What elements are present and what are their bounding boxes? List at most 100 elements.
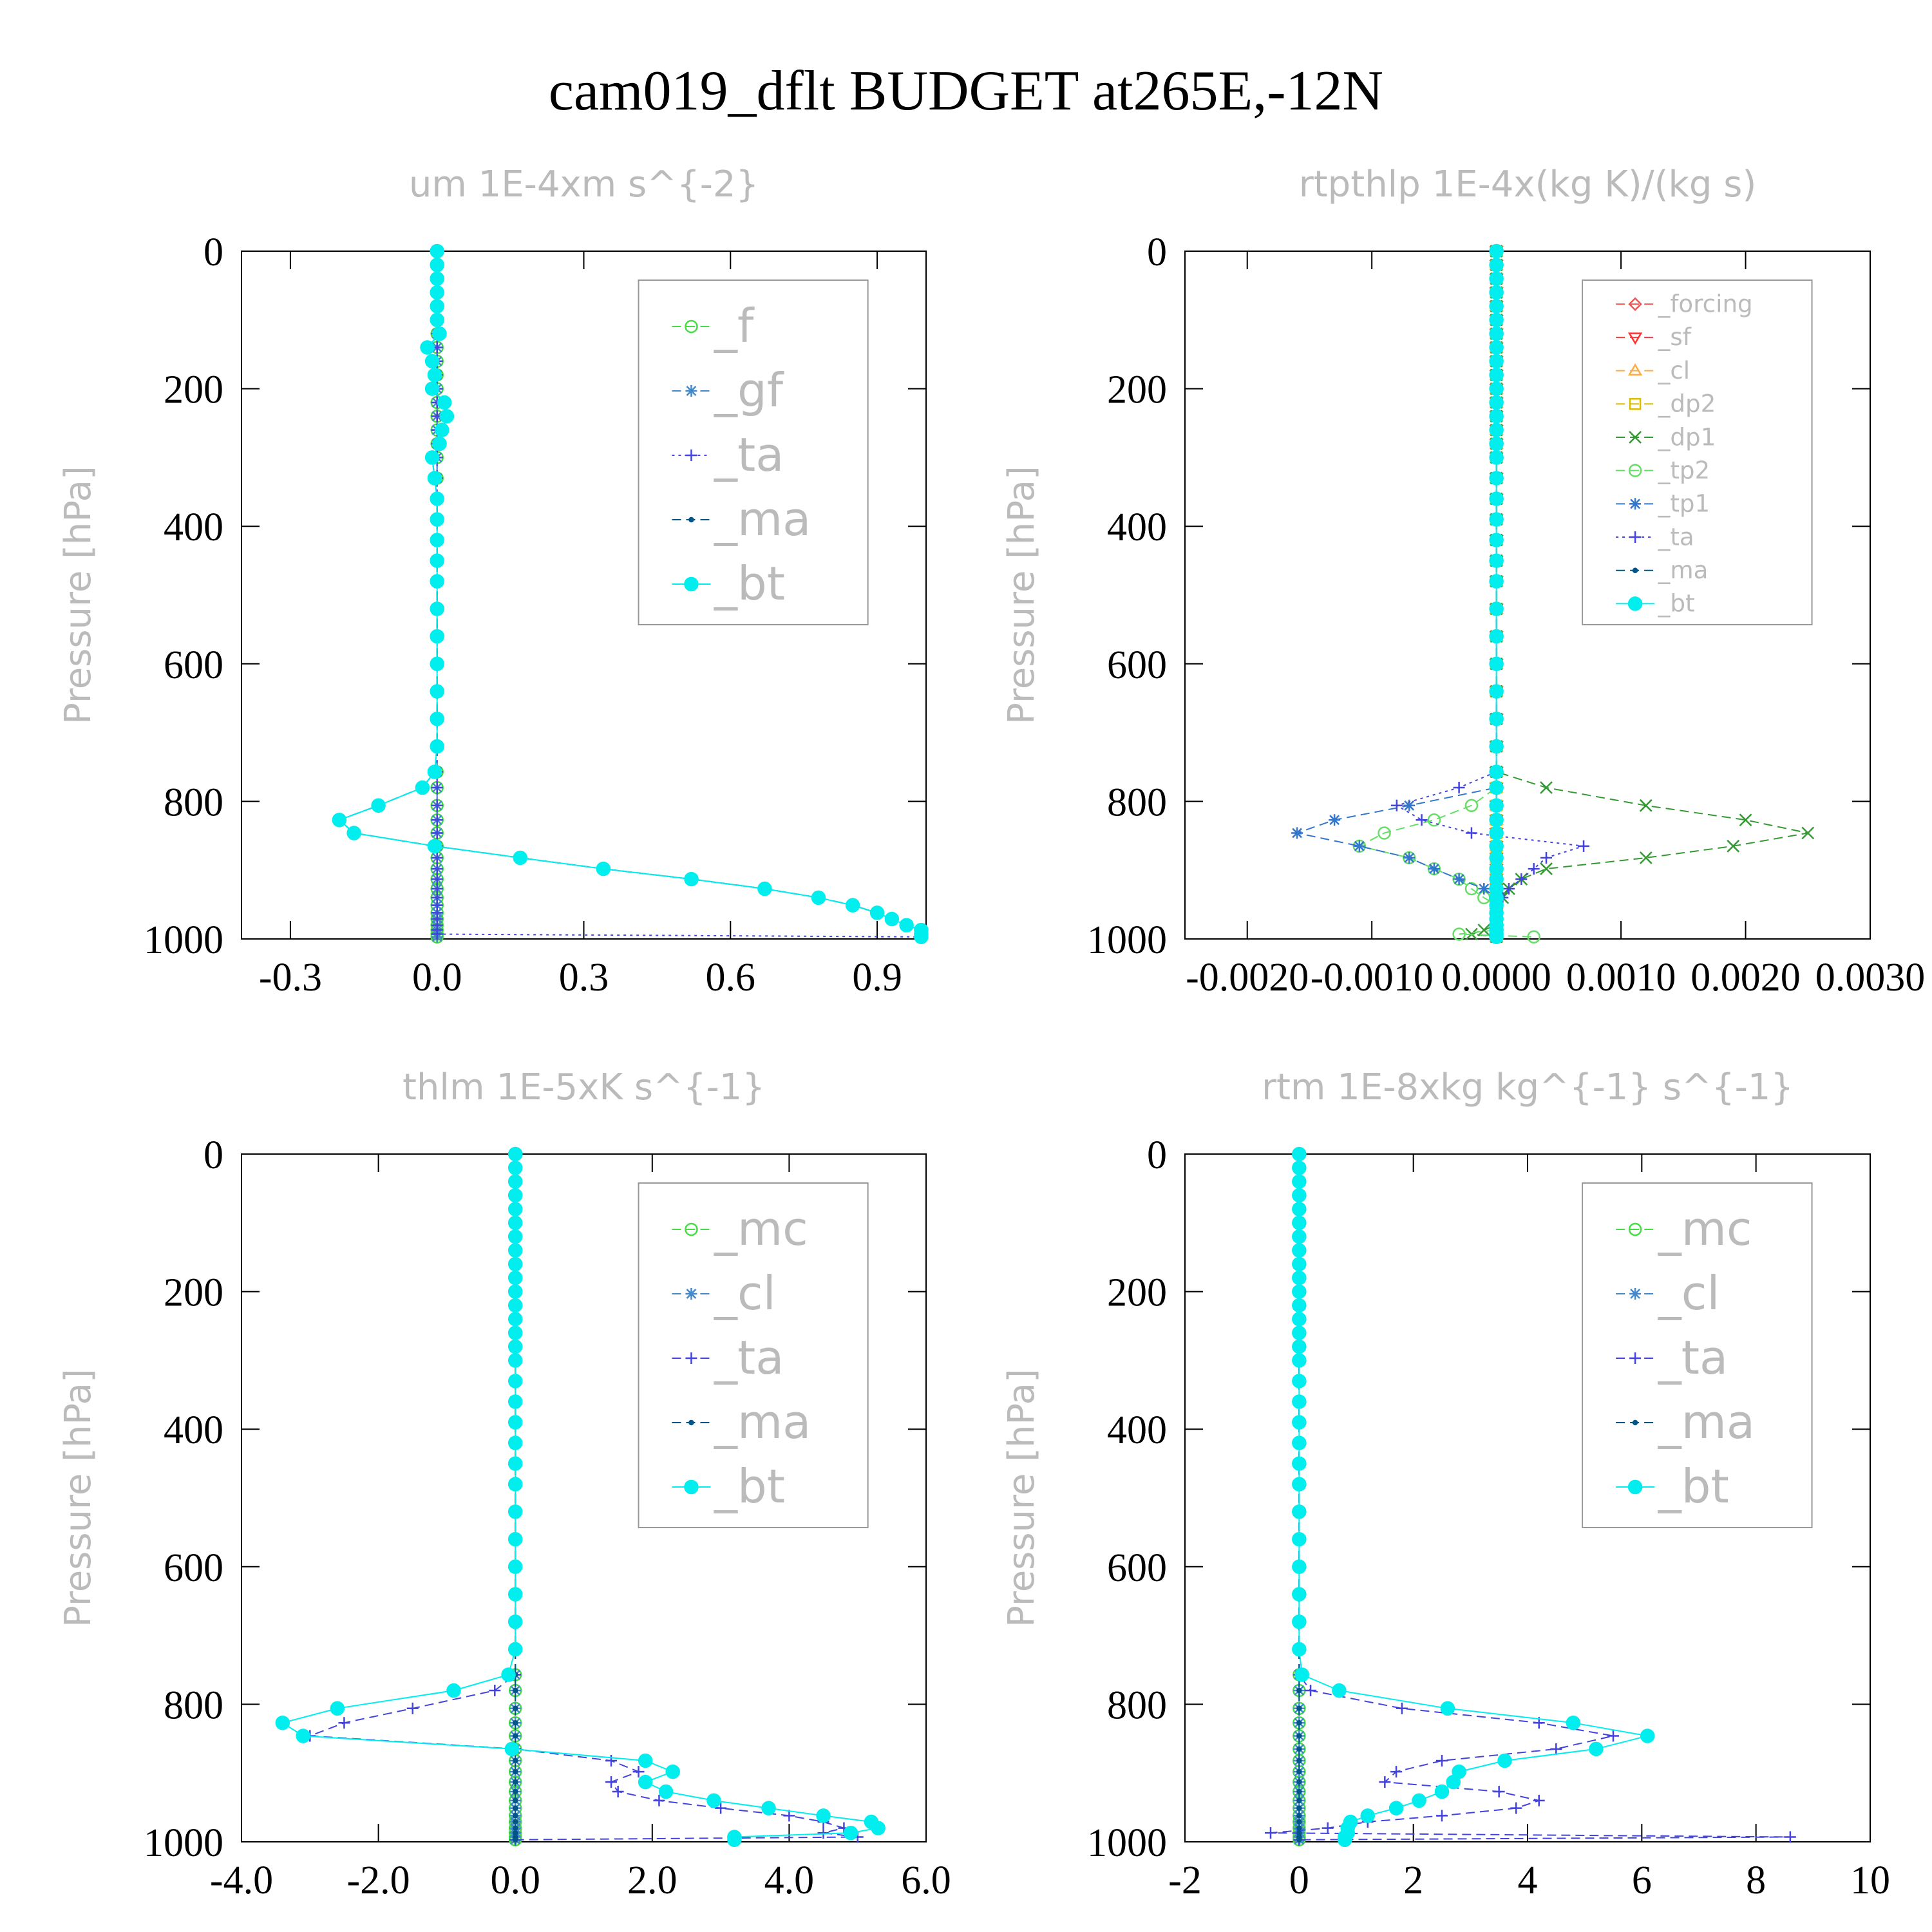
marker bbox=[816, 1808, 831, 1823]
marker bbox=[507, 1394, 523, 1409]
marker bbox=[1353, 840, 1365, 852]
x-tick-label: 0.0 bbox=[490, 1859, 540, 1902]
marker bbox=[1292, 1642, 1307, 1657]
marker bbox=[1296, 1819, 1302, 1825]
series-line bbox=[337, 251, 922, 937]
marker bbox=[430, 629, 444, 644]
marker bbox=[507, 1339, 523, 1354]
marker bbox=[1566, 1715, 1581, 1730]
marker bbox=[1332, 1683, 1347, 1698]
marker bbox=[1379, 1776, 1391, 1788]
legend-label: _cl bbox=[714, 1266, 776, 1320]
y-tick-label: 400 bbox=[1107, 506, 1167, 549]
x-tick-label: 0.6 bbox=[706, 956, 756, 999]
marker bbox=[605, 1754, 618, 1766]
marker bbox=[1489, 929, 1504, 945]
marker bbox=[1489, 409, 1504, 424]
marker bbox=[507, 1298, 523, 1313]
marker bbox=[1464, 882, 1479, 896]
marker bbox=[761, 1801, 776, 1815]
marker bbox=[507, 1477, 523, 1492]
marker bbox=[424, 354, 440, 369]
marker bbox=[653, 1794, 665, 1806]
y-tick-label: 400 bbox=[1107, 1408, 1167, 1452]
marker bbox=[430, 684, 444, 699]
marker bbox=[1489, 512, 1504, 527]
marker bbox=[1292, 1215, 1307, 1231]
marker bbox=[507, 1188, 523, 1203]
marker bbox=[1540, 862, 1553, 875]
marker bbox=[507, 1284, 523, 1299]
marker bbox=[338, 1717, 350, 1729]
marker bbox=[1296, 1830, 1302, 1836]
legend-label: _mc bbox=[714, 1202, 808, 1256]
legend-label: _bt bbox=[1658, 1459, 1729, 1513]
marker bbox=[1489, 798, 1504, 813]
marker bbox=[1428, 863, 1440, 875]
marker bbox=[430, 312, 444, 328]
y-tick-label: 1000 bbox=[144, 1821, 223, 1865]
marker bbox=[435, 422, 450, 437]
marker bbox=[706, 1793, 721, 1808]
marker bbox=[446, 1683, 461, 1698]
marker bbox=[1489, 258, 1504, 272]
marker bbox=[431, 851, 443, 864]
marker bbox=[1292, 1415, 1307, 1430]
marker bbox=[1489, 491, 1504, 506]
legend-label: _ma bbox=[1658, 1395, 1755, 1449]
marker bbox=[605, 1776, 618, 1788]
marker bbox=[1739, 813, 1752, 827]
x-tick-label: 2.0 bbox=[627, 1859, 677, 1902]
legend-label: _forcing bbox=[1658, 289, 1753, 317]
marker bbox=[811, 890, 826, 905]
marker bbox=[430, 271, 444, 286]
marker bbox=[512, 1779, 518, 1785]
marker bbox=[1639, 851, 1653, 864]
marker bbox=[715, 1802, 727, 1814]
marker bbox=[507, 1243, 523, 1258]
marker bbox=[914, 929, 929, 945]
marker bbox=[688, 1419, 694, 1426]
x-tick-label: 0.9 bbox=[852, 956, 902, 999]
marker bbox=[845, 898, 860, 913]
marker bbox=[1292, 1284, 1307, 1299]
marker bbox=[1292, 1325, 1307, 1340]
subplot-title: rtpthlp 1E-4x(kg K)/(kg s) bbox=[1299, 164, 1757, 205]
marker bbox=[1265, 1827, 1276, 1839]
marker bbox=[507, 1504, 523, 1519]
marker bbox=[1540, 781, 1553, 794]
y-tick-label: 400 bbox=[164, 506, 223, 549]
marker bbox=[685, 1352, 697, 1364]
subplot: thlm 1E-5xK s^{-1} Pressure [hPa] 0 200 400 6… bbox=[57, 1066, 951, 1902]
marker bbox=[507, 1531, 523, 1547]
marker bbox=[424, 450, 440, 465]
marker bbox=[1489, 780, 1504, 795]
marker bbox=[1436, 1754, 1448, 1766]
marker bbox=[684, 871, 699, 887]
marker bbox=[1296, 1797, 1302, 1804]
legend: _f _gf _ta _ma _bt bbox=[638, 279, 869, 625]
marker bbox=[1292, 1174, 1307, 1189]
marker bbox=[1412, 1793, 1426, 1808]
legend-label: _ta bbox=[1658, 522, 1694, 551]
marker bbox=[296, 1728, 310, 1743]
marker bbox=[1305, 1685, 1317, 1697]
marker bbox=[430, 601, 444, 616]
marker bbox=[1296, 1746, 1302, 1752]
marker bbox=[1629, 1352, 1642, 1364]
legend-label: _cl bbox=[1658, 1266, 1720, 1320]
marker bbox=[1639, 799, 1653, 812]
marker bbox=[275, 1715, 290, 1730]
marker bbox=[1629, 498, 1642, 510]
marker bbox=[512, 1830, 518, 1836]
marker bbox=[430, 243, 444, 259]
subplot: rtpthlp 1E-4x(kg K)/(kg s) Pressure [hPa]… bbox=[1001, 164, 1925, 999]
marker bbox=[1489, 553, 1504, 568]
marker bbox=[1489, 312, 1504, 328]
legend-box bbox=[638, 279, 869, 625]
marker bbox=[1627, 363, 1643, 376]
marker bbox=[684, 576, 699, 592]
legend-label: _ma bbox=[1658, 556, 1709, 584]
marker bbox=[507, 1229, 523, 1244]
marker bbox=[1292, 1146, 1307, 1162]
